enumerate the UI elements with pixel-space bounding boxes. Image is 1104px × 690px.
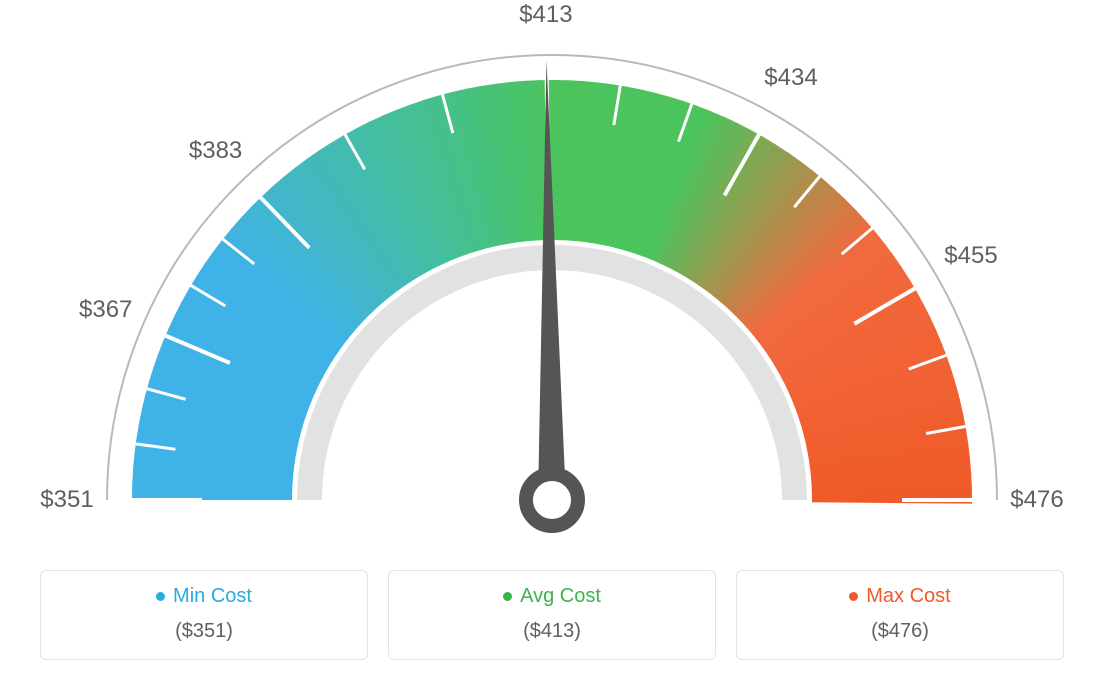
legend-title-avg: Avg Cost bbox=[503, 585, 601, 608]
legend-label: Max Cost bbox=[866, 585, 950, 608]
legend-label: Min Cost bbox=[173, 585, 252, 608]
legend-label: Avg Cost bbox=[520, 585, 601, 608]
legend-card-avg: Avg Cost ($413) bbox=[388, 570, 716, 660]
legend-value-avg: ($413) bbox=[399, 620, 705, 643]
gauge-chart: $351 $367 $383 $413 $434 $455 $476 bbox=[0, 0, 1104, 560]
gauge-tick-label: $455 bbox=[944, 242, 997, 270]
legend-value-min: ($351) bbox=[51, 620, 357, 643]
legend-row: Min Cost ($351) Avg Cost ($413) Max Cost… bbox=[40, 570, 1064, 660]
legend-value-max: ($476) bbox=[747, 620, 1053, 643]
gauge-tick-label: $434 bbox=[764, 64, 817, 92]
gauge-tick-label: $476 bbox=[1010, 486, 1063, 514]
dot-icon bbox=[503, 592, 512, 601]
gauge-tick-label: $413 bbox=[519, 1, 572, 29]
gauge-tick-label: $383 bbox=[189, 137, 242, 165]
legend-card-min: Min Cost ($351) bbox=[40, 570, 368, 660]
dot-icon bbox=[156, 592, 165, 601]
gauge-tick-label: $351 bbox=[40, 486, 93, 514]
legend-title-max: Max Cost bbox=[849, 585, 950, 608]
dot-icon bbox=[849, 592, 858, 601]
legend-card-max: Max Cost ($476) bbox=[736, 570, 1064, 660]
gauge-tick-label: $367 bbox=[79, 296, 132, 324]
legend-title-min: Min Cost bbox=[156, 585, 252, 608]
